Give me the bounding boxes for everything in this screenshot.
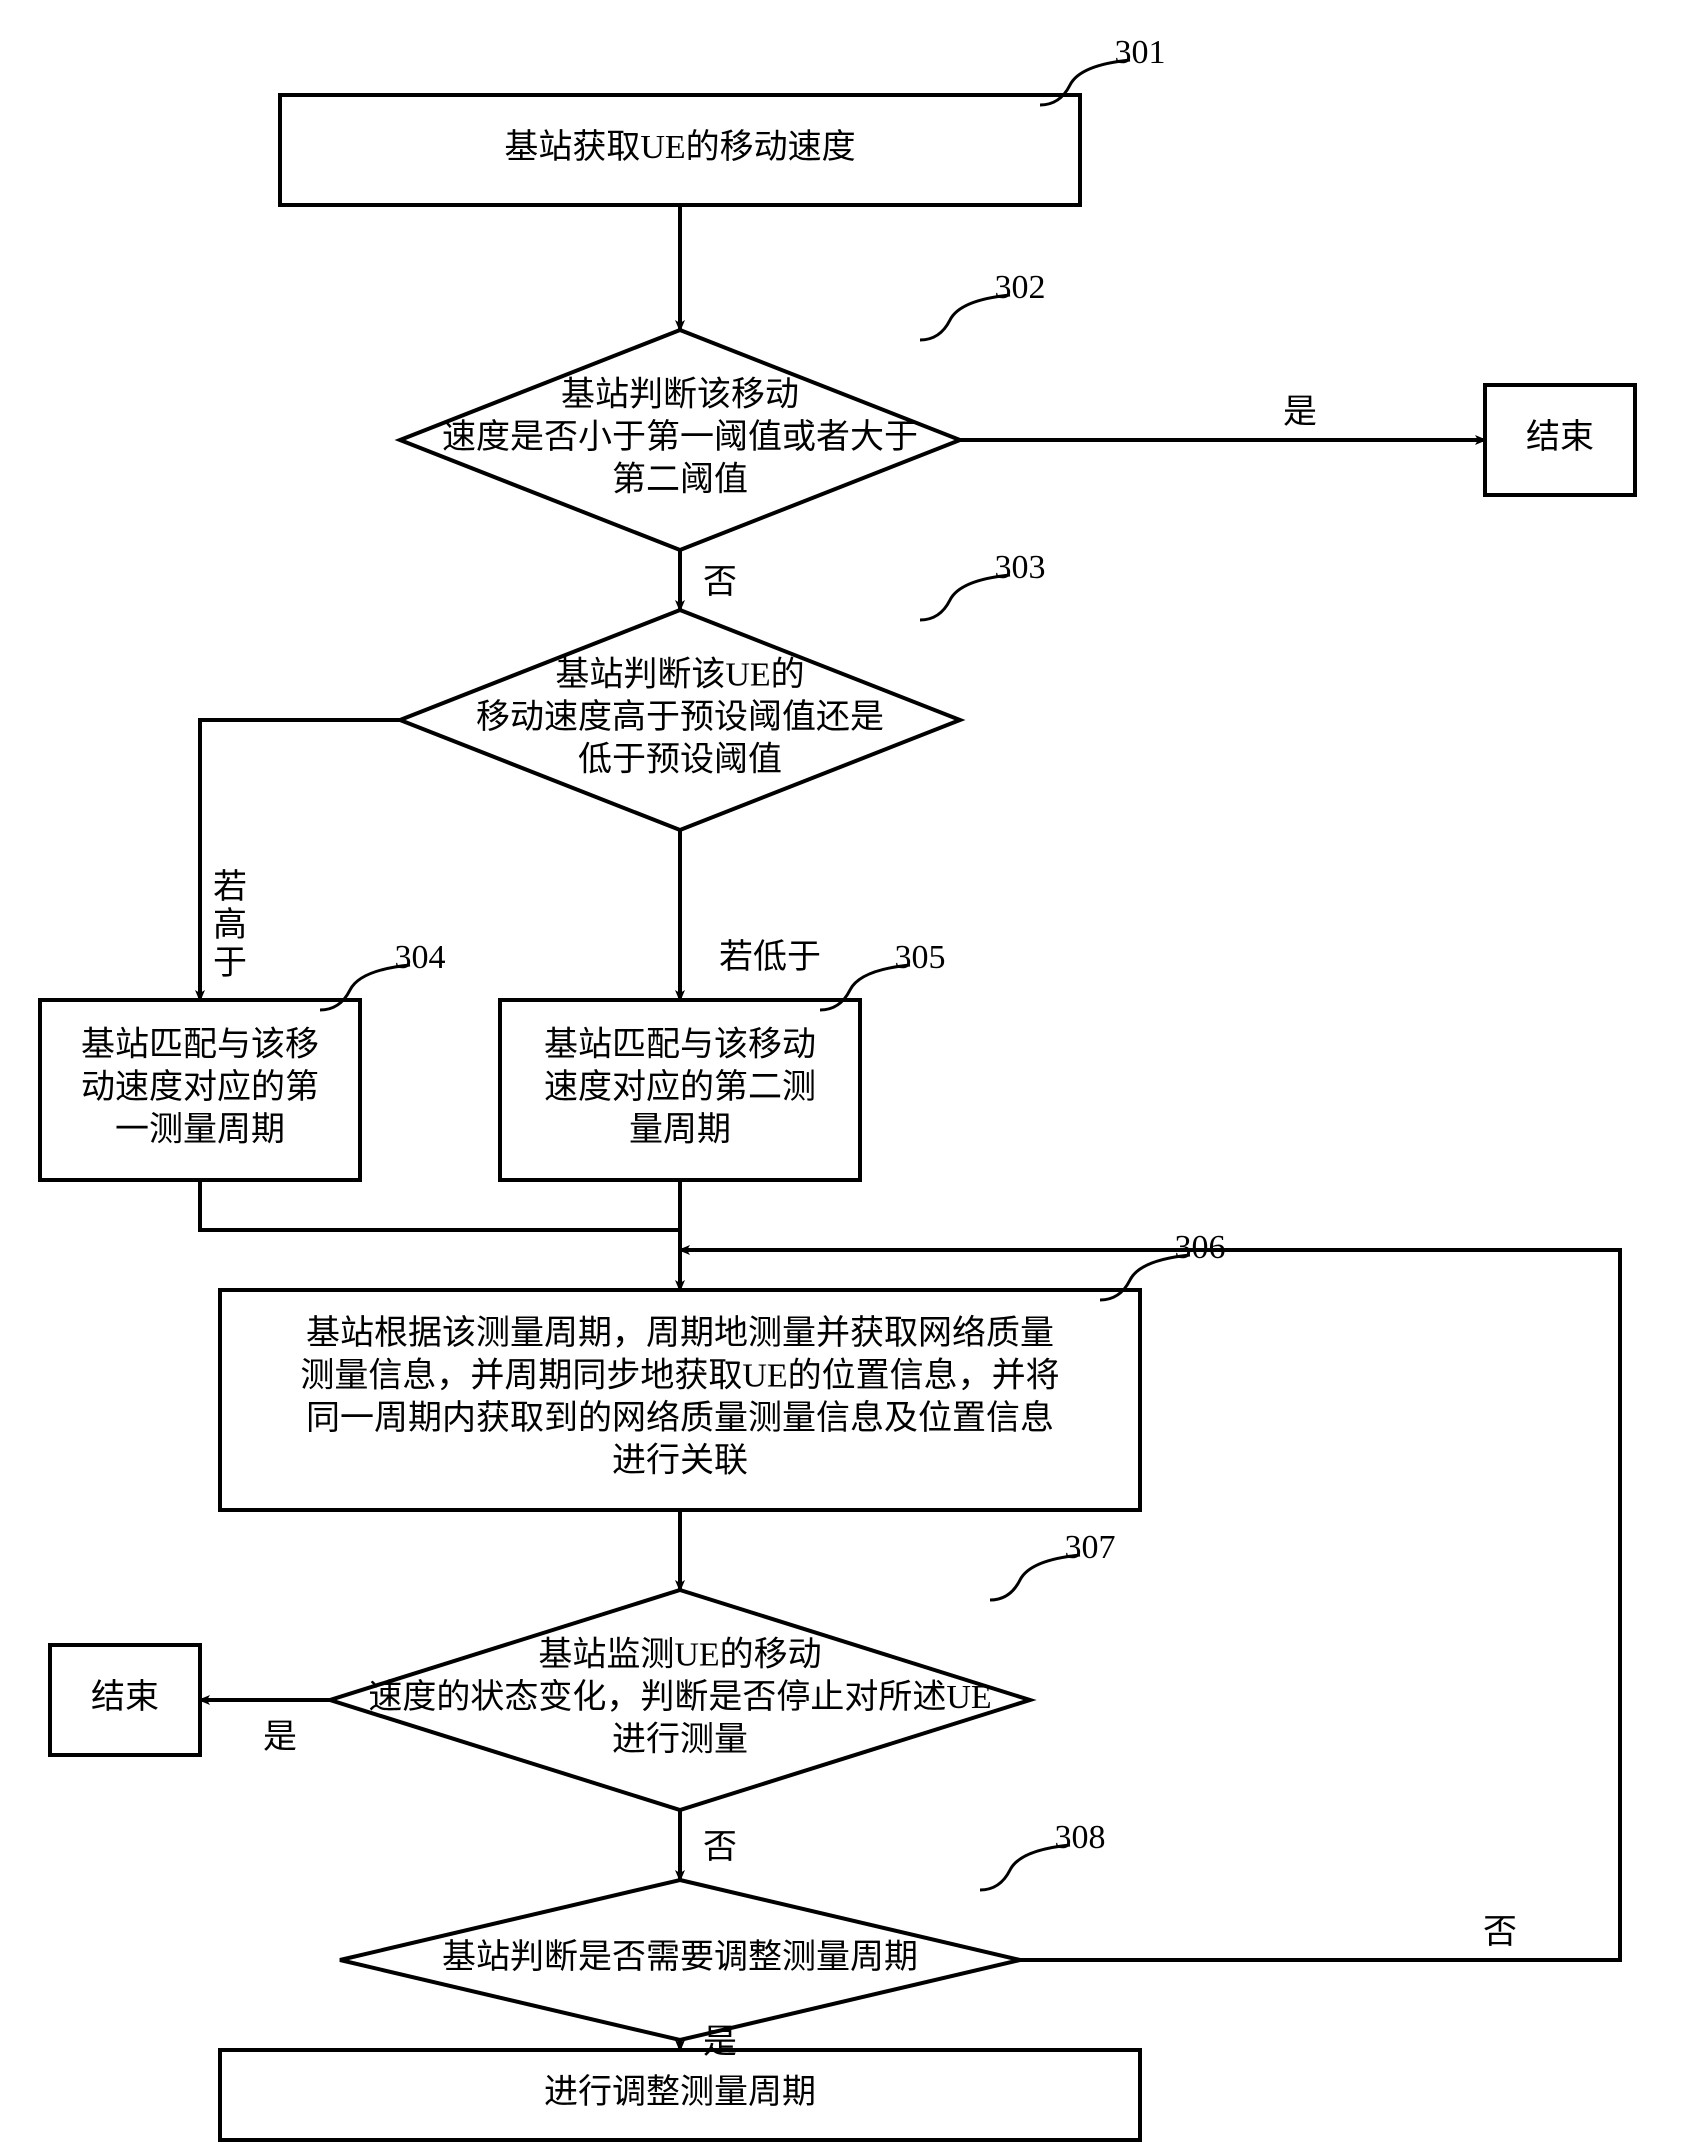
node-text: 基站判断是否需要调整测量周期 (442, 1938, 918, 1976)
node-text: 量周期 (629, 1111, 731, 1148)
node-n307: 基站监测UE的移动速度的状态变化，判断是否停止对所述UE 进行测量 (330, 1590, 1030, 1810)
node-text: 测量信息，并周期同步地获取UE的位置信息，并将 (300, 1357, 1059, 1395)
node-text: 低于预设阈值 (578, 740, 782, 778)
node-n304: 基站匹配与该移动速度对应的第一测量周期 (40, 1000, 360, 1180)
node-text: 进行调整测量周期 (544, 2073, 816, 2111)
node-n306: 基站根据该测量周期，周期地测量并获取网络质量测量信息，并周期同步地获取UE的位置… (220, 1290, 1140, 1510)
node-text: 速度对应的第二测 (544, 1068, 816, 1106)
node-text: 进行测量 (612, 1720, 748, 1758)
edge-label: 否 (703, 1829, 737, 1866)
callout-label: 307 (1065, 1529, 1116, 1566)
node-text: 第二阈值 (612, 460, 748, 498)
node-text: 基站监测UE的移动 (538, 1635, 821, 1673)
node-end2: 结束 (50, 1645, 200, 1755)
edge-label: 若 (213, 869, 247, 906)
edge-label: 是 (703, 2024, 737, 2061)
node-text: 速度是否小于第一阈值或者大于 (442, 418, 918, 456)
callout-label: 304 (395, 939, 446, 976)
callout-label: 302 (995, 269, 1046, 306)
node-text: 基站判断该UE的 (555, 655, 804, 693)
callout-label: 306 (1175, 1229, 1226, 1266)
node-n309: 进行调整测量周期 (220, 2050, 1140, 2140)
edge-label: 否 (703, 564, 737, 601)
node-text: 基站获取UE的移动速度 (504, 128, 855, 166)
node-n303: 基站判断该UE的移动速度高于预设阈值还是低于预设阈值 (400, 610, 960, 830)
node-n302: 基站判断该移动速度是否小于第一阈值或者大于第二阈值 (400, 330, 960, 550)
callout-label: 301 (1115, 34, 1166, 71)
node-text: 基站根据该测量周期，周期地测量并获取网络质量 (306, 1314, 1054, 1352)
callout-label: 303 (995, 549, 1046, 586)
node-end1: 结束 (1485, 385, 1635, 495)
edge-label: 于 (213, 945, 247, 982)
edge (200, 1180, 680, 1230)
node-text: 速度的状态变化，判断是否停止对所述UE (368, 1678, 991, 1716)
callout-label: 308 (1055, 1819, 1106, 1856)
node-n305: 基站匹配与该移动速度对应的第二测量周期 (500, 1000, 860, 1180)
node-n301: 基站获取UE的移动速度 (280, 95, 1080, 205)
edge-label: 高 (213, 906, 247, 944)
node-text: 结束 (91, 1678, 159, 1716)
node-text: 一测量周期 (115, 1111, 285, 1148)
node-text: 基站匹配与该移 (81, 1025, 319, 1063)
edge-label: 是 (1283, 394, 1317, 431)
node-text: 动速度对应的第 (81, 1068, 319, 1106)
node-text: 基站匹配与该移动 (544, 1025, 816, 1063)
edge-label: 是 (263, 1719, 297, 1756)
edge-label: 若低于 (719, 939, 821, 976)
edge-label: 否 (1483, 1914, 1517, 1951)
node-text: 结束 (1526, 418, 1594, 456)
node-text: 移动速度高于预设阈值还是 (476, 698, 884, 736)
node-text: 同一周期内获取到的网络质量测量信息及位置信息 (306, 1399, 1054, 1437)
callout-label: 305 (895, 939, 946, 976)
node-text: 进行关联 (612, 1442, 748, 1480)
node-n308: 基站判断是否需要调整测量周期 (340, 1880, 1020, 2040)
node-text: 基站判断该移动 (561, 375, 799, 413)
